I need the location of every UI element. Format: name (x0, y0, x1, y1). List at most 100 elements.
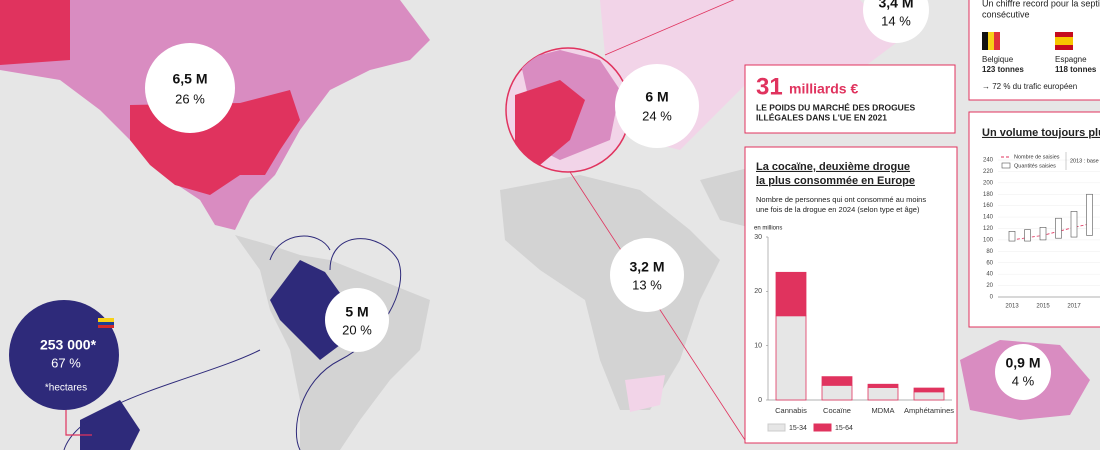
outline (63, 349, 261, 450)
bubble-value: 3,2 M (629, 259, 664, 275)
range-bar (1055, 217, 1062, 239)
x-tick-label: Cannabis (775, 406, 807, 415)
record-title: Un chiffre record pour la septième (982, 0, 1100, 8)
bubbles: 6,5 M 26 % 3,4 M 14 % 6 M 24 % 3,2 M 13 … (9, 0, 1051, 410)
x-tick-label: MDMA (872, 406, 895, 415)
flag (1055, 45, 1073, 50)
bubble-value: 0,9 M (1005, 355, 1040, 371)
market-amount: 31 (756, 73, 783, 100)
bubble-share: 67 % (51, 355, 81, 370)
y-tick-label: 140 (983, 215, 994, 221)
bar-segment (867, 383, 899, 388)
outline (269, 235, 331, 261)
flag (98, 318, 114, 322)
y-tick-label: 240 (983, 158, 994, 164)
flag (1055, 32, 1073, 37)
market-panel: 31 milliards € LE POIDS DU MARCHÉ DES DR… (744, 64, 956, 134)
y-tick-label: 0 (990, 295, 994, 301)
country-name: Belgique (982, 55, 1014, 64)
chart-title: Un volume toujours plus (982, 127, 1100, 139)
cocaine-chart: La cocaïne, deuxième drogue la plus conso… (754, 161, 954, 432)
bar-segment (913, 387, 945, 393)
bubble (863, 0, 929, 43)
france-spain (515, 80, 585, 165)
y-label: en millions (754, 226, 782, 232)
chart-note: 2013 : base 1 (1070, 158, 1100, 164)
chart-subtitle: une fois de la drogue en 2024 (selon typ… (756, 205, 920, 214)
connector (604, 0, 735, 56)
bar-segment (775, 315, 807, 401)
chart-subtitle: Nombre de personnes qui ont consommé au … (756, 195, 926, 204)
flag (982, 32, 988, 50)
bubble-value: 253 000* (40, 337, 97, 353)
y-tick-label: 200 (983, 180, 994, 186)
country-name: Espagne (1055, 55, 1087, 64)
legend-label: 15-34 (789, 425, 807, 432)
y-tick-label: 40 (986, 272, 993, 278)
range-bar (1039, 227, 1047, 241)
record-share: → 72 % du trafic européen (982, 82, 1077, 91)
country-amount: 118 tonnes (1055, 65, 1097, 74)
bubble-colombia (9, 300, 119, 410)
bar-segment (775, 271, 807, 317)
panel (744, 64, 956, 134)
y-tick-label: 80 (986, 249, 993, 255)
country-amount: 123 tonnes (982, 65, 1024, 74)
colombia (80, 400, 140, 450)
chart-title: la plus consommée en Europe (756, 175, 915, 187)
bubble-value: 6 M (645, 89, 668, 105)
volume-chart: Un volume toujours plus 0 20 40 60 80 100 120 14… (982, 127, 1100, 310)
bubble-note: *hectares (45, 383, 87, 394)
bar-segment (821, 376, 853, 386)
y-tick-label: 160 (983, 203, 994, 209)
y-tick-label: 20 (754, 288, 762, 295)
bubble (615, 64, 699, 148)
bubble-share: 14 % (881, 13, 911, 28)
bubble-share: 24 % (642, 108, 672, 123)
bubble-value: 5 M (345, 304, 368, 320)
legend-swatch (813, 423, 832, 432)
bubble (145, 43, 235, 133)
x-tick-label: Cocaïne (823, 406, 851, 415)
bar-segment (821, 384, 853, 401)
bubble-value: 3,4 M (878, 0, 913, 11)
panel (968, 111, 1100, 328)
x-tick-label: 2013 (1005, 304, 1019, 310)
bar-segment (867, 387, 899, 401)
peru-colombia (270, 260, 345, 360)
y-tick-label: 120 (983, 226, 994, 232)
range-bar (1008, 231, 1016, 242)
bubble (610, 238, 684, 312)
alaska (0, 0, 70, 65)
record-panel: Un chiffre record pour la septième consé… (968, 0, 1100, 101)
chart-title: La cocaïne, deuxième drogue (756, 161, 910, 173)
flag (98, 322, 114, 325)
bar-segment (913, 391, 945, 401)
legend-label: 15-64 (835, 425, 853, 432)
y-tick-label: 100 (983, 237, 994, 243)
flag (988, 32, 994, 50)
legend-label: Quantités saisies (1014, 163, 1056, 169)
bubble-share: 13 % (632, 277, 662, 292)
x-tick-label: 2017 (1067, 304, 1081, 310)
africa (500, 175, 720, 410)
flag (1055, 37, 1073, 45)
x-tick-label: 2015 (1036, 304, 1050, 310)
y-tick-label: 60 (986, 260, 993, 266)
y-tick-label: 20 (986, 283, 993, 289)
y-tick-label: 30 (754, 234, 762, 241)
bubble-share: 4 % (1012, 373, 1035, 388)
y-tick-label: 10 (754, 343, 762, 350)
legend-label: Nombre de saisies (1014, 154, 1060, 160)
bubble-share: 26 % (175, 91, 205, 106)
legend-swatch (767, 423, 786, 432)
record-title: consécutive (982, 9, 1030, 19)
x-tick-label: Amphétamines (904, 406, 954, 415)
south-africa (625, 375, 665, 412)
bubble-share: 20 % (342, 322, 372, 337)
y-tick-label: 180 (983, 192, 994, 198)
range-bar (1070, 211, 1078, 238)
range-bar (1086, 193, 1093, 236)
y-tick-label: 0 (758, 397, 762, 404)
